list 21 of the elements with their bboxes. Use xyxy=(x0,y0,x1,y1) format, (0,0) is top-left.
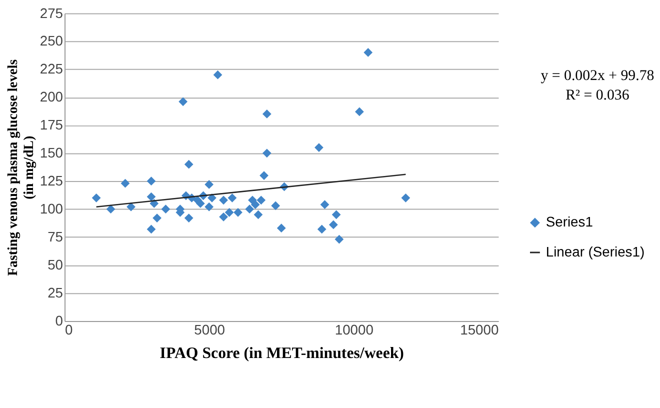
text: R² = 0.036 xyxy=(566,88,630,104)
y-tick-label: 250 xyxy=(40,32,64,49)
x-axis-title: IPAQ Score (in MET-minutes/week) xyxy=(160,345,404,362)
y-tick-label: 275 xyxy=(40,4,64,21)
y-tick-label: 75 xyxy=(48,228,64,245)
legend-label: Linear (Series1) xyxy=(546,243,645,260)
legend-label: Series1 xyxy=(546,214,594,230)
x-tick-label: 0 xyxy=(65,321,74,338)
text: y = 0.002x + 99.78 xyxy=(540,68,654,84)
y-tick-label: 50 xyxy=(48,256,64,272)
y-tick-label: 25 xyxy=(48,284,64,300)
x-tick-label: 10000 xyxy=(334,321,374,338)
y-tick-label: 100 xyxy=(40,200,64,217)
y-tick-label: 200 xyxy=(40,88,64,105)
x-tick-label: 15000 xyxy=(460,321,499,338)
y-axis-title: Fasting venous plasma glucose levels (in mg/dL) xyxy=(6,58,37,276)
y-tick-label: 150 xyxy=(40,144,64,161)
y-tick-label: 125 xyxy=(40,172,64,189)
x-tick-label: 5000 xyxy=(194,321,226,338)
y-tick-label: 175 xyxy=(40,116,64,133)
y-tick-label: 225 xyxy=(40,60,64,77)
